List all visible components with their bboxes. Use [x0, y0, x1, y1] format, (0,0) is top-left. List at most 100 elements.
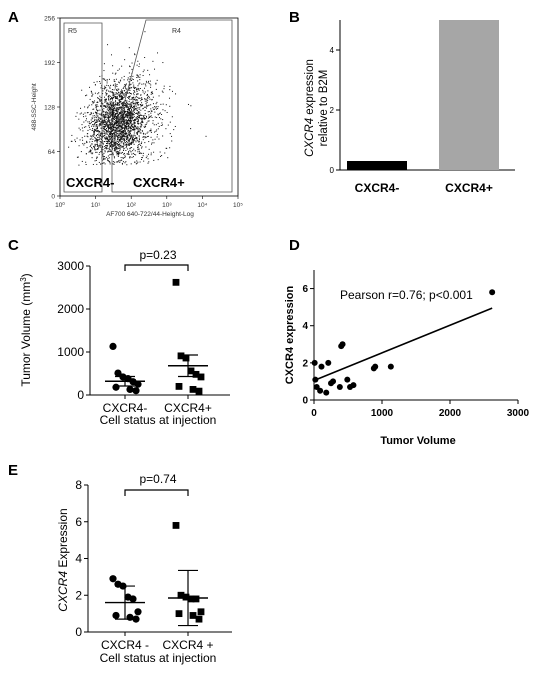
flow-event [146, 155, 148, 157]
flow-event [110, 146, 112, 148]
flow-event [109, 141, 111, 143]
flow-event [99, 140, 101, 142]
flow-event [115, 101, 117, 103]
flow-event [126, 124, 128, 126]
flow-event [112, 153, 114, 155]
flow-event [117, 135, 119, 137]
flow-event [109, 132, 111, 134]
flow-event [131, 135, 133, 137]
flow-event [124, 109, 126, 111]
flow-event [102, 143, 104, 145]
flow-event [173, 129, 175, 131]
flow-event [127, 128, 129, 130]
flow-event [102, 155, 104, 157]
flow-event [109, 105, 111, 107]
flow-event [149, 116, 151, 118]
data-point-square [182, 354, 190, 362]
flow-event [159, 151, 161, 153]
data-point-square [175, 610, 183, 618]
flow-event [126, 100, 128, 102]
flow-event [126, 113, 128, 115]
flow-event [104, 125, 106, 127]
flow-event [109, 163, 111, 165]
flow-event [96, 138, 98, 140]
flow-event [117, 117, 119, 119]
flow-event [78, 145, 80, 147]
flow-event [88, 104, 90, 106]
flow-event [115, 88, 117, 90]
flow-event [103, 116, 105, 118]
flow-plot-frame [59, 17, 239, 197]
flow-event [121, 97, 123, 99]
flow-event [154, 106, 156, 108]
flow-event [123, 96, 125, 98]
flow-event [94, 147, 96, 149]
flow-event [150, 131, 152, 133]
flow-event [108, 110, 110, 112]
flow-event [121, 138, 123, 140]
flow-event [120, 144, 122, 146]
panel-b: B CXCR4 expression relative to B2M 024CX… [289, 9, 515, 195]
flow-event [113, 157, 115, 159]
flow-event [115, 119, 117, 121]
flow-event [102, 136, 104, 138]
flow-event [128, 101, 130, 103]
flow-event [142, 122, 144, 124]
flow-event [121, 132, 123, 134]
flow-event [119, 140, 121, 142]
flow-event [134, 103, 136, 105]
flow-event [100, 132, 102, 134]
flow-event [107, 116, 109, 118]
flow-event [96, 157, 98, 159]
flow-event [113, 105, 115, 107]
flow-event [116, 132, 118, 134]
flow-event [134, 125, 136, 127]
flow-event [132, 103, 134, 105]
flow-event [133, 135, 135, 137]
flow-event [124, 129, 126, 131]
data-point-circle [112, 383, 120, 391]
flow-event [134, 120, 136, 122]
flow-event [136, 109, 138, 111]
flow-event [142, 89, 144, 91]
flow-event [139, 88, 141, 90]
flow-event [97, 93, 99, 95]
flow-event [127, 134, 129, 136]
flow-event [205, 135, 207, 137]
flow-event [144, 97, 146, 99]
flow-event [133, 134, 135, 136]
panel-c-y-label-sup: 3 [19, 277, 28, 282]
flow-event [122, 94, 124, 96]
flow-event [127, 123, 129, 125]
flow-event [107, 123, 109, 125]
panel-e-pvalue: p=0.74 [139, 472, 176, 486]
flow-event [129, 113, 131, 115]
flow-event [111, 118, 113, 120]
bar-y-label-rest: expression [304, 59, 316, 118]
flow-event [115, 147, 117, 149]
flow-event [111, 115, 113, 117]
flow-event [121, 97, 123, 99]
flow-event [123, 122, 125, 124]
flow-event [107, 115, 109, 117]
flow-event [174, 125, 176, 127]
flow-event [95, 106, 97, 108]
flow-event [94, 119, 96, 121]
flow-event [144, 109, 146, 111]
flow-event [117, 91, 119, 93]
flow-event [79, 129, 81, 131]
flow-event [166, 147, 168, 149]
flow-event [89, 141, 91, 143]
flow-event [102, 125, 104, 127]
flow-event [127, 139, 129, 141]
corr-data-point [344, 376, 351, 383]
flow-event [118, 81, 120, 83]
flow-event [120, 96, 122, 98]
flow-event [141, 157, 143, 159]
flow-event [136, 162, 138, 164]
flow-event [116, 124, 118, 126]
flow-event [165, 128, 167, 130]
flow-event [120, 101, 122, 103]
panel-d: D CXCR4 expression Tumor Volume Pearson … [284, 237, 530, 447]
